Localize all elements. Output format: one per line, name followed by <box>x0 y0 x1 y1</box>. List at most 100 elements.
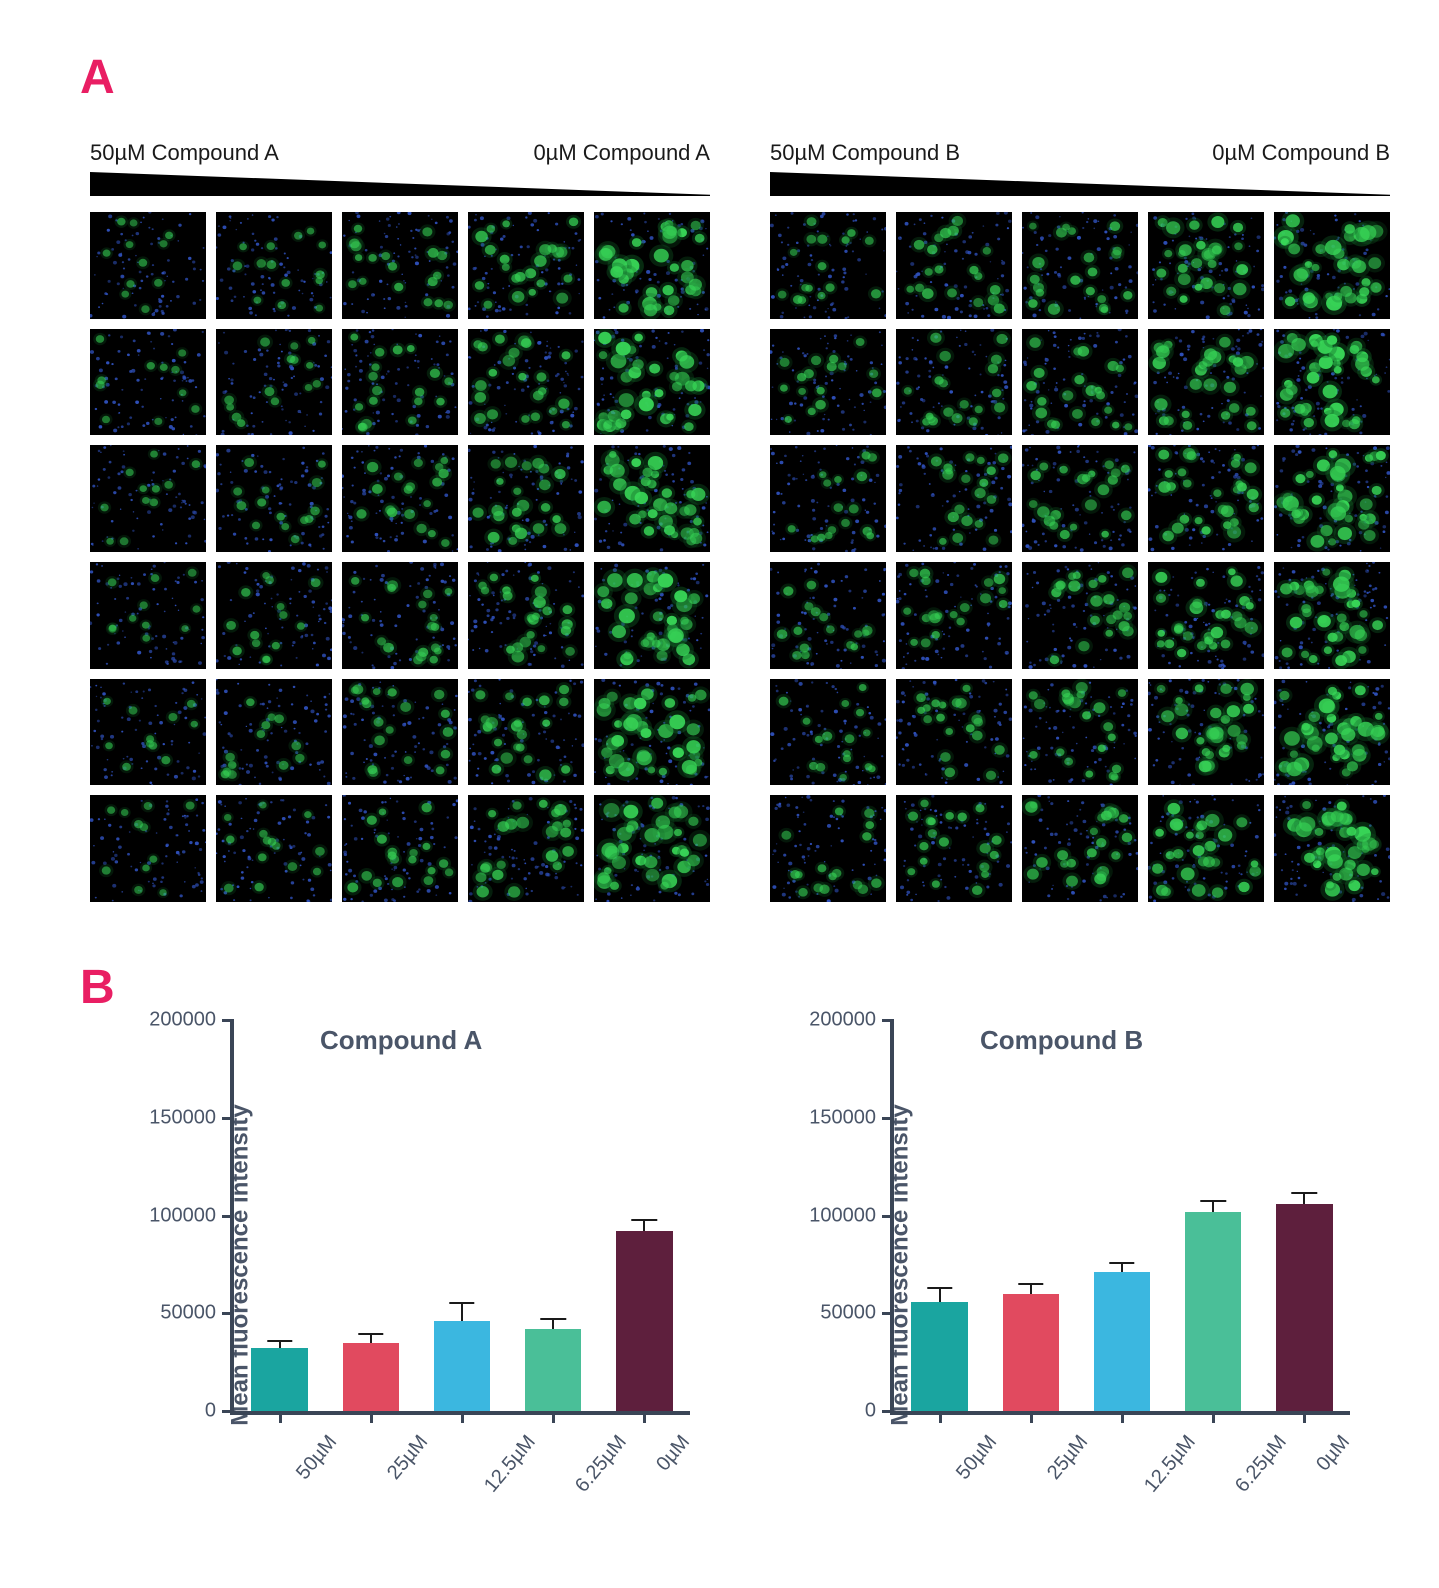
microscopy-image <box>770 679 886 786</box>
x-tick <box>370 1411 373 1423</box>
wedge-label-a-low: 0µM Compound A <box>533 140 710 166</box>
microscopy-image <box>770 562 886 669</box>
error-bar <box>1030 1284 1032 1294</box>
y-tick <box>882 1312 894 1315</box>
microscopy-image <box>216 679 332 786</box>
figure-canvas: A B 50µM Compound A 0µM Compound A 50µM … <box>0 0 1439 1588</box>
micro-block-compound-a: 50µM Compound A 0µM Compound A <box>90 140 710 902</box>
microscopy-image <box>1148 445 1264 552</box>
microscopy-image <box>594 562 710 669</box>
microscopy-image <box>468 679 584 786</box>
x-tick <box>1212 1411 1215 1423</box>
microscopy-image <box>342 562 458 669</box>
error-bar <box>461 1303 463 1321</box>
microscopy-image <box>594 212 710 319</box>
x-tick-label: 0µM <box>652 1431 695 1476</box>
microscopy-image <box>468 562 584 669</box>
microscopy-image <box>770 212 886 319</box>
microscopy-image <box>468 329 584 436</box>
error-bar <box>939 1288 941 1302</box>
y-tick-label: 100000 <box>149 1204 216 1227</box>
micro-block-compound-b: 50µM Compound B 0µM Compound B <box>770 140 1390 902</box>
microscopy-image <box>1022 445 1138 552</box>
panel-a-label: A <box>80 50 115 105</box>
x-tick-label: 0µM <box>1312 1431 1355 1476</box>
y-tick-label: 200000 <box>809 1009 876 1032</box>
wedge-label-b-high: 50µM Compound B <box>770 140 960 166</box>
micro-grid-b <box>770 212 1390 902</box>
error-bar <box>643 1220 645 1231</box>
y-tick-label: 150000 <box>809 1106 876 1129</box>
microscopy-image <box>770 795 886 902</box>
chart-bar <box>911 1302 968 1411</box>
microscopy-image <box>216 795 332 902</box>
microscopy-image <box>468 795 584 902</box>
x-tick <box>939 1411 942 1423</box>
microscopy-image <box>1274 329 1390 436</box>
x-tick <box>1303 1411 1306 1423</box>
error-bar <box>552 1319 554 1329</box>
plot-area-a: 05000010000015000020000050µM25µM12.5µM6.… <box>230 1020 690 1415</box>
microscopy-image <box>216 445 332 552</box>
error-bar <box>1212 1201 1214 1212</box>
x-tick-label: 50µM <box>952 1431 1002 1484</box>
y-tick <box>222 1019 234 1022</box>
error-bar <box>279 1341 281 1349</box>
chart-bar <box>343 1343 400 1411</box>
x-tick-label: 12.5µM <box>480 1431 541 1497</box>
y-tick <box>222 1410 234 1413</box>
panel-b-label: B <box>80 960 115 1015</box>
x-tick-label: 6.25µM <box>1231 1431 1292 1497</box>
microscopy-image <box>594 679 710 786</box>
microscopy-image <box>90 445 206 552</box>
y-tick-label: 0 <box>205 1400 216 1423</box>
microscopy-image <box>468 445 584 552</box>
error-bar <box>370 1334 372 1343</box>
microscopy-image <box>896 562 1012 669</box>
x-tick-label: 25µM <box>383 1431 433 1484</box>
microscopy-image <box>1148 329 1264 436</box>
y-tick <box>882 1410 894 1413</box>
x-tick-label: 12.5µM <box>1140 1431 1201 1497</box>
x-tick <box>1121 1411 1124 1423</box>
x-tick <box>1030 1411 1033 1423</box>
microscopy-image <box>1148 212 1264 319</box>
microscopy-image <box>90 212 206 319</box>
y-tick <box>222 1312 234 1315</box>
y-tick <box>222 1117 234 1120</box>
microscopy-image <box>1022 329 1138 436</box>
wedge-row-a: 50µM Compound A 0µM Compound A <box>90 140 710 200</box>
x-tick <box>552 1411 555 1423</box>
y-tick-label: 0 <box>865 1400 876 1423</box>
plot-area-b: 05000010000015000020000050µM25µM12.5µM6.… <box>890 1020 1350 1415</box>
micro-grid-a <box>90 212 710 902</box>
x-tick <box>279 1411 282 1423</box>
microscopy-image <box>90 329 206 436</box>
microscopy-image <box>342 212 458 319</box>
chart-bar <box>251 1348 308 1411</box>
microscopy-image <box>594 329 710 436</box>
error-bar <box>1303 1193 1305 1204</box>
chart-bar <box>616 1231 673 1411</box>
chart-bar <box>1003 1294 1060 1411</box>
x-tick <box>643 1411 646 1423</box>
microscopy-image <box>216 212 332 319</box>
y-tick-label: 100000 <box>809 1204 876 1227</box>
y-tick <box>882 1117 894 1120</box>
microscopy-image <box>1274 445 1390 552</box>
microscopy-image <box>342 795 458 902</box>
x-tick-label: 25µM <box>1043 1431 1093 1484</box>
chart-bar <box>1094 1272 1151 1411</box>
microscopy-image <box>896 445 1012 552</box>
microscopy-image <box>1274 562 1390 669</box>
wedge-row-b: 50µM Compound B 0µM Compound B <box>770 140 1390 200</box>
microscopy-image <box>1022 212 1138 319</box>
microscopy-image <box>216 329 332 436</box>
x-tick-label: 50µM <box>292 1431 342 1484</box>
microscopy-image <box>1148 795 1264 902</box>
bar-chart-compound-a: Compound A Mean fluorescence intensity 0… <box>140 1005 700 1525</box>
gradient-wedge-icon <box>90 172 710 196</box>
microscopy-image <box>770 329 886 436</box>
y-tick-label: 50000 <box>820 1302 876 1325</box>
chart-bar <box>1276 1204 1333 1411</box>
